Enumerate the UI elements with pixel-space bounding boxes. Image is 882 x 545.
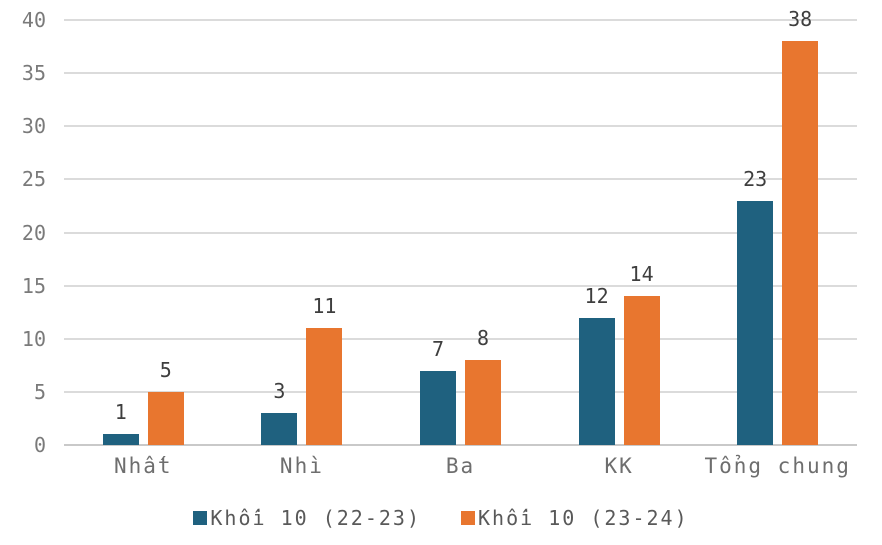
bar-series-2 (465, 360, 501, 445)
bar-series-1 (102, 434, 139, 445)
bar-series-1 (261, 413, 298, 445)
x-axis-baseline (64, 444, 857, 446)
gridline (64, 337, 857, 340)
legend-item-series-1: Khối 10 (22-23) (193, 506, 421, 530)
gridline (64, 231, 857, 234)
x-category-label: Nhì (279, 454, 324, 478)
bar-value-label: 1 (114, 400, 127, 425)
bar-value-label: 23 (743, 166, 768, 191)
bar-value-label: 5 (159, 357, 172, 382)
y-tick-label: 15 (21, 273, 46, 298)
gridline (64, 390, 857, 393)
bar-value-label: 12 (584, 283, 609, 308)
y-tick-label: 35 (21, 61, 46, 86)
legend-marker-icon (193, 511, 208, 525)
x-category-label: KK (604, 454, 634, 478)
legend-marker-icon (461, 511, 475, 525)
bar-value-label: 11 (312, 294, 337, 319)
gridline (64, 19, 857, 21)
x-category-label: Ba (445, 454, 476, 478)
legend-label: Khối 10 (23-24) (478, 506, 689, 530)
bar-series-2 (147, 391, 184, 445)
legend: Khối 10 (22-23) Khối 10 (23-24) (0, 502, 882, 534)
bar-series-1 (420, 370, 456, 445)
y-tick-label: 10 (21, 326, 46, 351)
y-tick-label: 30 (21, 114, 46, 139)
bar-value-label: 14 (629, 262, 654, 287)
x-category-label: Nhất (114, 454, 173, 478)
y-tick-label: 20 (21, 220, 46, 245)
bar-series-1 (578, 317, 615, 445)
y-tick-label: 40 (21, 8, 46, 32)
legend-item-series-2: Khối 10 (23-24) (461, 506, 689, 530)
y-tick-label: 0 (33, 433, 46, 457)
bar-series-1 (737, 200, 774, 445)
gridline (64, 178, 857, 181)
legend-label: Khối 10 (22-23) (210, 506, 421, 530)
bar-value-label: 3 (273, 379, 286, 404)
y-tick-label: 5 (33, 379, 46, 404)
gridline (64, 284, 857, 287)
bar-series-2 (623, 296, 660, 445)
bar-value-label: 7 (431, 336, 445, 361)
bar-value-label: 38 (788, 7, 813, 32)
y-tick-label: 25 (21, 167, 46, 192)
gridline (64, 72, 857, 75)
bar-series-2 (782, 41, 819, 445)
bar-value-label: 8 (476, 326, 490, 350)
gridline (64, 125, 857, 128)
bar-series-2 (306, 328, 343, 445)
x-category-label: Tổng chung (704, 454, 851, 478)
